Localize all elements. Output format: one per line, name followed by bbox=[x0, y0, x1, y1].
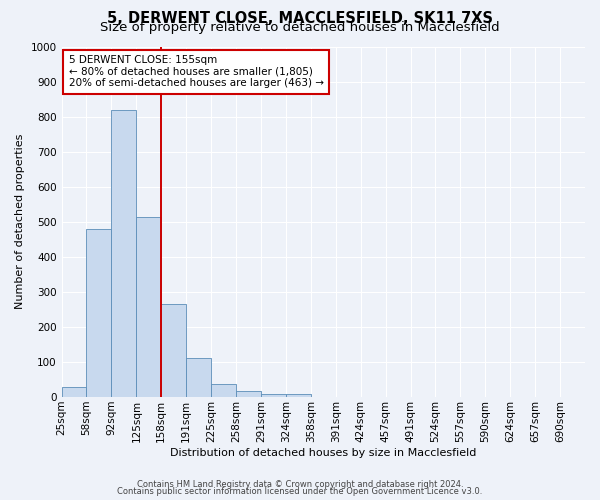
Bar bbox=[161, 304, 186, 397]
Bar bbox=[186, 358, 211, 397]
Bar bbox=[136, 216, 161, 397]
Bar bbox=[112, 110, 136, 397]
Bar bbox=[211, 384, 236, 397]
Bar bbox=[86, 229, 112, 397]
Bar bbox=[236, 390, 261, 397]
X-axis label: Distribution of detached houses by size in Macclesfield: Distribution of detached houses by size … bbox=[170, 448, 476, 458]
Bar bbox=[62, 386, 86, 397]
Text: 5, DERWENT CLOSE, MACCLESFIELD, SK11 7XS: 5, DERWENT CLOSE, MACCLESFIELD, SK11 7XS bbox=[107, 11, 493, 26]
Y-axis label: Number of detached properties: Number of detached properties bbox=[15, 134, 25, 310]
Bar bbox=[286, 394, 311, 397]
Bar bbox=[261, 394, 286, 397]
Text: Contains public sector information licensed under the Open Government Licence v3: Contains public sector information licen… bbox=[118, 487, 482, 496]
Text: Contains HM Land Registry data © Crown copyright and database right 2024.: Contains HM Land Registry data © Crown c… bbox=[137, 480, 463, 489]
Text: Size of property relative to detached houses in Macclesfield: Size of property relative to detached ho… bbox=[100, 22, 500, 35]
Text: 5 DERWENT CLOSE: 155sqm
← 80% of detached houses are smaller (1,805)
20% of semi: 5 DERWENT CLOSE: 155sqm ← 80% of detache… bbox=[68, 56, 323, 88]
